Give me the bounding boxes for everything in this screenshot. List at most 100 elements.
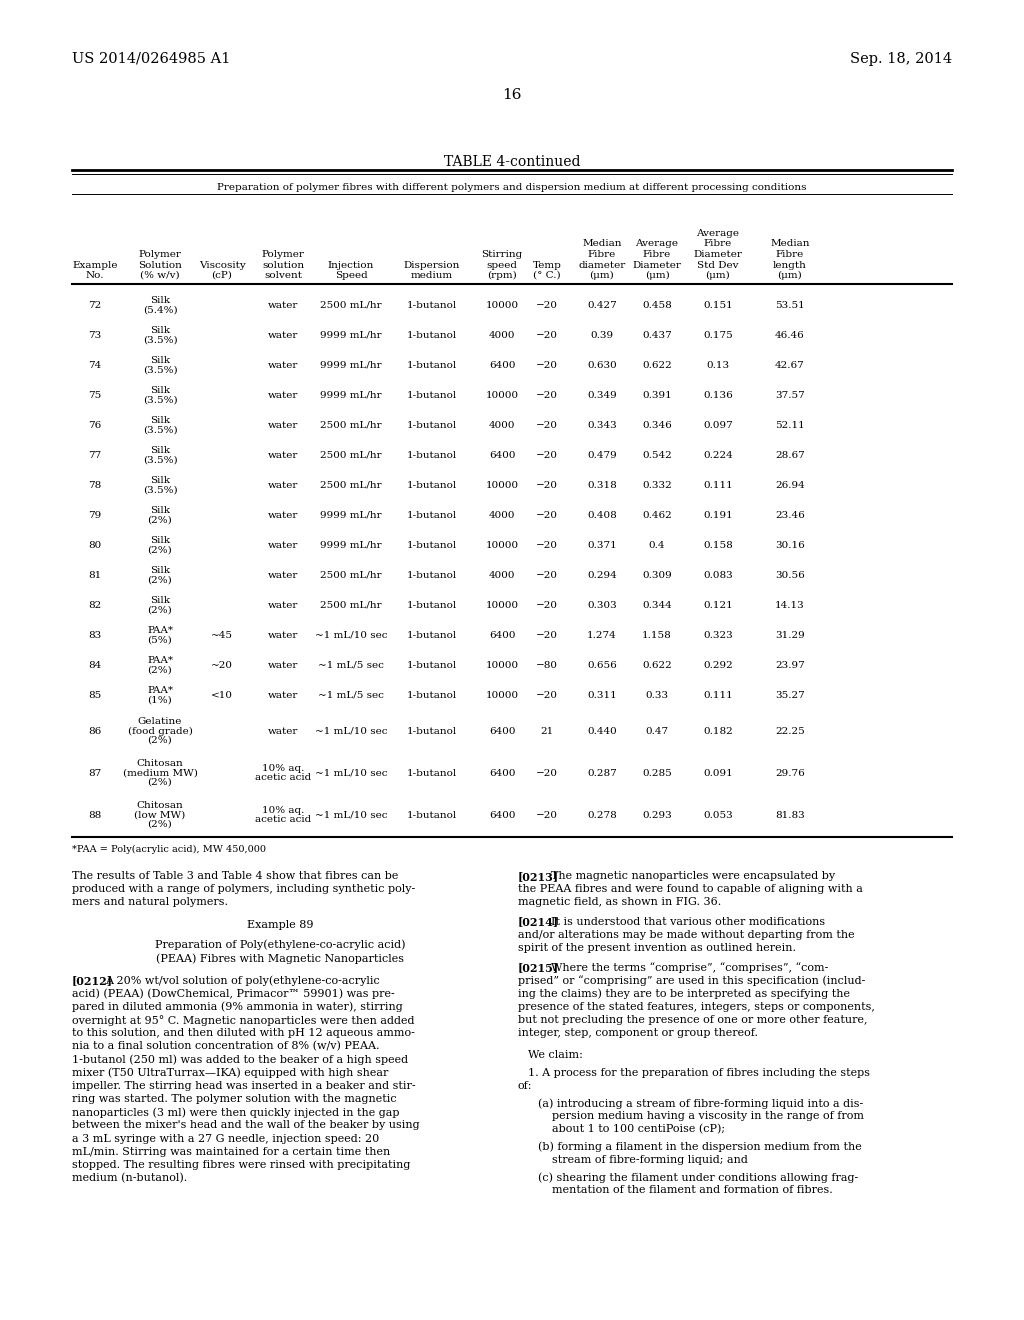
- Text: acetic acid: acetic acid: [255, 774, 311, 783]
- Text: 0.437: 0.437: [642, 330, 672, 339]
- Text: Polymer: Polymer: [261, 249, 304, 259]
- Text: Stirring: Stirring: [481, 249, 522, 259]
- Text: The magnetic nanoparticles were encapsulated by: The magnetic nanoparticles were encapsul…: [551, 871, 836, 880]
- Text: 84: 84: [88, 660, 101, 669]
- Text: −20: −20: [536, 601, 558, 610]
- Text: 10% aq.: 10% aq.: [262, 805, 304, 814]
- Text: (μm): (μm): [590, 271, 614, 280]
- Text: 0.091: 0.091: [703, 768, 733, 777]
- Text: (2%): (2%): [147, 545, 172, 554]
- Text: 0.097: 0.097: [703, 421, 733, 429]
- Text: 1-butanol: 1-butanol: [407, 391, 457, 400]
- Text: −20: −20: [536, 511, 558, 520]
- Text: (cP): (cP): [212, 271, 232, 280]
- Text: *PAA = Poly(acrylic acid), MW 450,000: *PAA = Poly(acrylic acid), MW 450,000: [72, 845, 266, 854]
- Text: 0.191: 0.191: [703, 511, 733, 520]
- Text: 0.121: 0.121: [703, 601, 733, 610]
- Text: Silk: Silk: [150, 385, 170, 395]
- Text: Silk: Silk: [150, 326, 170, 335]
- Text: 0.278: 0.278: [587, 810, 616, 820]
- Text: 16: 16: [502, 88, 522, 102]
- Text: 0.344: 0.344: [642, 601, 672, 610]
- Text: 6400: 6400: [488, 360, 515, 370]
- Text: 0.151: 0.151: [703, 301, 733, 309]
- Text: −20: −20: [536, 391, 558, 400]
- Text: (3.5%): (3.5%): [142, 455, 177, 465]
- Text: acetic acid: acetic acid: [255, 816, 311, 824]
- Text: (3.5%): (3.5%): [142, 366, 177, 375]
- Text: water: water: [268, 726, 298, 735]
- Text: (5.4%): (5.4%): [142, 305, 177, 314]
- Text: 9999 mL/hr: 9999 mL/hr: [321, 540, 382, 549]
- Text: ~1 mL/5 sec: ~1 mL/5 sec: [318, 660, 384, 669]
- Text: −20: −20: [536, 480, 558, 490]
- Text: (2%): (2%): [147, 665, 172, 675]
- Text: No.: No.: [86, 271, 104, 280]
- Text: 37.57: 37.57: [775, 391, 805, 400]
- Text: Solution: Solution: [138, 260, 182, 269]
- Text: length: length: [773, 260, 807, 269]
- Text: 0.391: 0.391: [642, 391, 672, 400]
- Text: It is understood that various other modifications: It is understood that various other modi…: [551, 916, 825, 927]
- Text: Median: Median: [770, 239, 810, 248]
- Text: (a) introducing a stream of fibre-forming liquid into a dis-: (a) introducing a stream of fibre-formin…: [538, 1098, 863, 1109]
- Text: 1-butanol: 1-butanol: [407, 690, 457, 700]
- Text: 86: 86: [88, 726, 101, 735]
- Text: −20: −20: [536, 690, 558, 700]
- Text: (3.5%): (3.5%): [142, 486, 177, 494]
- Text: 2500 mL/hr: 2500 mL/hr: [321, 421, 382, 429]
- Text: nanoparticles (3 ml) were then quickly injected in the gap: nanoparticles (3 ml) were then quickly i…: [72, 1107, 399, 1118]
- Text: (3.5%): (3.5%): [142, 335, 177, 345]
- Text: prised” or “comprising” are used in this specification (includ-: prised” or “comprising” are used in this…: [518, 975, 865, 986]
- Text: (low MW): (low MW): [134, 810, 185, 820]
- Text: 4000: 4000: [488, 421, 515, 429]
- Text: 0.622: 0.622: [642, 360, 672, 370]
- Text: Preparation of polymer fibres with different polymers and dispersion medium at d: Preparation of polymer fibres with diffe…: [217, 183, 807, 191]
- Text: Silk: Silk: [150, 595, 170, 605]
- Text: (μm): (μm): [706, 271, 730, 280]
- Text: (5%): (5%): [147, 635, 172, 644]
- Text: stream of fibre-forming liquid; and: stream of fibre-forming liquid; and: [552, 1155, 748, 1164]
- Text: water: water: [268, 330, 298, 339]
- Text: medium: medium: [411, 271, 453, 280]
- Text: Example 89: Example 89: [247, 920, 313, 929]
- Text: 0.462: 0.462: [642, 511, 672, 520]
- Text: Viscosity: Viscosity: [199, 260, 246, 269]
- Text: The results of Table 3 and Table 4 show that fibres can be: The results of Table 3 and Table 4 show …: [72, 871, 398, 880]
- Text: 0.656: 0.656: [587, 660, 616, 669]
- Text: 1.274: 1.274: [587, 631, 616, 639]
- Text: 72: 72: [88, 301, 101, 309]
- Text: 2500 mL/hr: 2500 mL/hr: [321, 570, 382, 579]
- Text: 0.427: 0.427: [587, 301, 616, 309]
- Text: 81: 81: [88, 570, 101, 579]
- Text: (μm): (μm): [777, 271, 803, 280]
- Text: A 20% wt/vol solution of poly(ethylene-co-acrylic: A 20% wt/vol solution of poly(ethylene-c…: [105, 975, 380, 986]
- Text: 1. A process for the preparation of fibres including the steps: 1. A process for the preparation of fibr…: [528, 1068, 870, 1077]
- Text: 22.25: 22.25: [775, 726, 805, 735]
- Text: Silk: Silk: [150, 296, 170, 305]
- Text: water: water: [268, 631, 298, 639]
- Text: 1-butanol: 1-butanol: [407, 726, 457, 735]
- Text: Temp: Temp: [532, 260, 561, 269]
- Text: 0.318: 0.318: [587, 480, 616, 490]
- Text: of:: of:: [518, 1081, 532, 1090]
- Text: TABLE 4-continued: TABLE 4-continued: [443, 154, 581, 169]
- Text: 2500 mL/hr: 2500 mL/hr: [321, 450, 382, 459]
- Text: (3.5%): (3.5%): [142, 395, 177, 404]
- Text: 35.27: 35.27: [775, 690, 805, 700]
- Text: ing the claims) they are to be interpreted as specifying the: ing the claims) they are to be interpret…: [518, 989, 850, 999]
- Text: 0.440: 0.440: [587, 726, 616, 735]
- Text: 0.346: 0.346: [642, 421, 672, 429]
- Text: Sep. 18, 2014: Sep. 18, 2014: [850, 51, 952, 66]
- Text: −20: −20: [536, 570, 558, 579]
- Text: 1-butanol: 1-butanol: [407, 570, 457, 579]
- Text: Fibre: Fibre: [643, 249, 671, 259]
- Text: spirit of the present invention as outlined herein.: spirit of the present invention as outli…: [518, 942, 796, 953]
- Text: (% w/v): (% w/v): [140, 271, 180, 280]
- Text: 1-butanol: 1-butanol: [407, 330, 457, 339]
- Text: ~1 mL/10 sec: ~1 mL/10 sec: [314, 631, 387, 639]
- Text: diameter: diameter: [579, 260, 626, 269]
- Text: (2%): (2%): [147, 777, 172, 787]
- Text: Chitosan: Chitosan: [136, 801, 183, 810]
- Text: ~1 mL/5 sec: ~1 mL/5 sec: [318, 690, 384, 700]
